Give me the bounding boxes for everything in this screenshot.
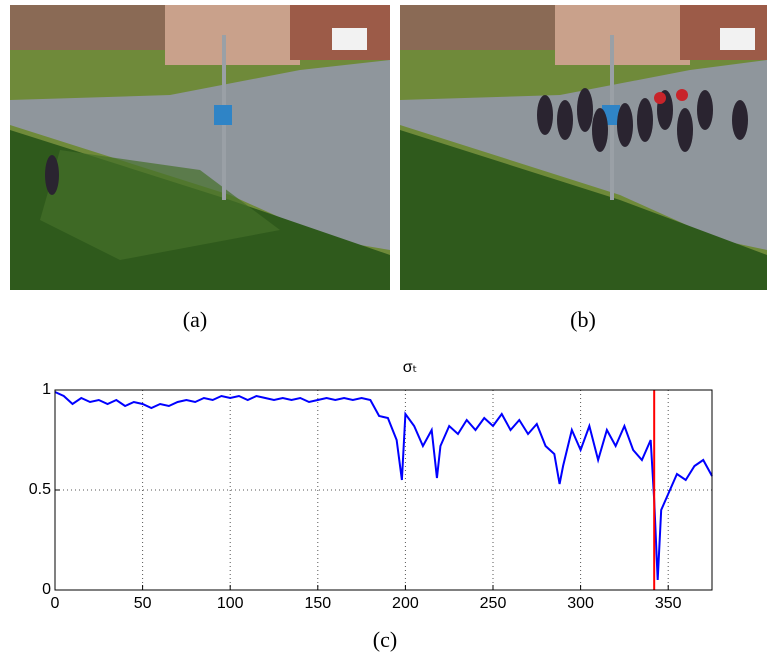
x-tick-label: 200	[392, 595, 419, 612]
x-tick-label: 50	[134, 595, 152, 612]
chart-title: σₜ	[403, 359, 418, 376]
photo-b	[400, 5, 767, 290]
y-tick-label: 0	[42, 581, 51, 598]
x-tick-label: 100	[217, 595, 244, 612]
x-tick-label: 150	[304, 595, 331, 612]
caption: (b)	[570, 307, 596, 332]
axes-box	[54, 389, 713, 591]
x-tick-label: 350	[655, 595, 682, 612]
data-line	[54, 391, 713, 581]
x-tick-label: 300	[567, 595, 594, 612]
y-tick-label: 1	[42, 381, 51, 398]
x-tick-label: 250	[480, 595, 507, 612]
x-tick-label: 0	[51, 595, 60, 612]
y-tick-label: 0.5	[29, 481, 51, 498]
caption: (c)	[373, 627, 397, 652]
caption: (a)	[183, 307, 207, 332]
photo-a	[10, 5, 390, 290]
